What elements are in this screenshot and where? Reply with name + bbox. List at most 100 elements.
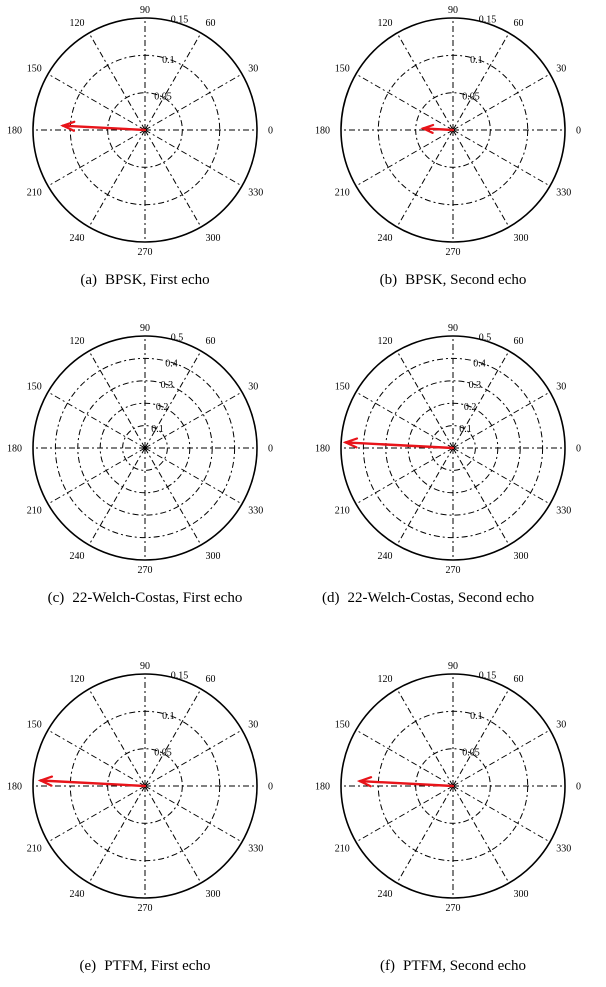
caption-c: (c) 22-Welch-Costas, First echo — [0, 588, 290, 609]
ring-label-0.3: 0.3 — [161, 380, 174, 391]
ring-0.4 — [362, 357, 544, 539]
caption-text: PTFM, First echo — [104, 958, 211, 974]
ring-label-0.15: 0.15 — [171, 15, 189, 26]
ring-label-0.15: 0.15 — [479, 671, 497, 682]
caption-text: BPSK, Second echo — [405, 272, 527, 288]
spoke-120 — [396, 688, 454, 787]
spoke-330 — [144, 447, 243, 505]
ring-0.2 — [99, 402, 191, 494]
ring-label-0.2: 0.2 — [464, 402, 477, 413]
vector-shaft — [421, 127, 455, 132]
angle-label-300: 300 — [514, 889, 529, 900]
spoke-30 — [144, 729, 243, 787]
ring-0.05 — [415, 748, 491, 824]
spoke-150 — [47, 729, 146, 787]
spoke-120 — [88, 32, 146, 131]
spoke-330 — [452, 129, 551, 187]
ring-label-0.1: 0.1 — [162, 711, 175, 722]
angle-label-330: 330 — [248, 188, 263, 199]
angle-label-210: 210 — [27, 506, 42, 517]
ring-label-0.1: 0.1 — [470, 55, 483, 66]
ring-label-0.15: 0.15 — [171, 671, 189, 682]
ring-0.05 — [415, 92, 491, 168]
spoke-300 — [144, 447, 202, 546]
ring-0.1 — [377, 54, 529, 206]
angle-label-120: 120 — [70, 674, 85, 685]
angle-label-180: 180 — [315, 126, 330, 137]
angle-label-150: 150 — [27, 382, 42, 393]
spoke-120 — [88, 688, 146, 787]
angle-label-30: 30 — [248, 720, 258, 731]
angle-label-30: 30 — [248, 64, 258, 75]
angle-label-0: 0 — [576, 444, 581, 455]
vector-shaft — [344, 441, 455, 450]
angle-label-60: 60 — [206, 674, 216, 685]
vector-shaft — [39, 779, 147, 788]
spoke-210 — [355, 785, 454, 843]
spoke-300 — [452, 129, 510, 228]
angle-label-180: 180 — [7, 444, 22, 455]
panel-f: 0.05 0.1 0.15 0 30 60 90 120 150 180 210 240 270 300 3… — [308, 656, 598, 986]
polar-grid — [341, 674, 565, 898]
outer-ring — [340, 335, 566, 561]
angle-label-90: 90 — [140, 661, 150, 672]
spoke-300 — [452, 447, 510, 546]
ring-label-0.05: 0.05 — [154, 91, 172, 102]
spoke-330 — [144, 129, 243, 187]
angle-label-90: 90 — [448, 5, 458, 16]
angle-label-210: 210 — [335, 506, 350, 517]
angle-label-180: 180 — [7, 782, 22, 793]
angle-label-210: 210 — [335, 844, 350, 855]
ring-label-0.1: 0.1 — [470, 711, 483, 722]
angle-label-300: 300 — [206, 233, 221, 244]
ring-label-0.2: 0.2 — [156, 402, 169, 413]
spoke-30 — [144, 73, 243, 131]
vector-arrow — [356, 776, 455, 788]
ring-label-0.05: 0.05 — [154, 747, 172, 758]
caption-tag: (f) — [380, 958, 396, 974]
ring-label-0.15: 0.15 — [479, 15, 497, 26]
caption-tag: (e) — [79, 958, 97, 974]
spoke-240 — [396, 785, 454, 884]
angle-label-150: 150 — [27, 720, 42, 731]
spoke-60 — [144, 32, 202, 131]
caption-text: 22-Welch-Costas, First echo — [72, 590, 243, 606]
ring-0.1 — [430, 425, 476, 471]
vector-head — [60, 120, 76, 132]
spoke-300 — [144, 785, 202, 884]
spoke-150 — [47, 73, 146, 131]
spoke-210 — [355, 447, 454, 505]
ring-label-0.1: 0.1 — [151, 424, 164, 435]
angle-label-180: 180 — [315, 444, 330, 455]
caption-a: (a) BPSK, First echo — [0, 270, 290, 291]
angle-label-270: 270 — [446, 247, 461, 258]
polar-plot-a: 0.05 0.1 0.15 0 30 60 90 120 150 180 210 240 270 300 3… — [7, 5, 273, 258]
angle-label-300: 300 — [514, 551, 529, 562]
angle-label-60: 60 — [206, 18, 216, 29]
caption-e: (e) PTFM, First echo — [0, 956, 290, 977]
polar-grid — [33, 18, 257, 242]
panel-c: 0.1 0.2 0.3 0.4 0.5 0 30 60 90 120 150 180 210 240 270… — [0, 318, 290, 648]
spoke-120 — [88, 350, 146, 449]
ring-0.3 — [385, 380, 521, 516]
angle-label-330: 330 — [556, 188, 571, 199]
spoke-210 — [47, 785, 146, 843]
angle-label-30: 30 — [556, 64, 566, 75]
angle-label-30: 30 — [248, 382, 258, 393]
polar-plot-b: 0.05 0.1 0.15 0 30 60 90 120 150 180 210 240 270 300 3… — [315, 5, 581, 258]
ring-label-0.5: 0.5 — [171, 333, 184, 344]
ring-label-0.4: 0.4 — [473, 358, 486, 369]
vector-arrow — [60, 120, 147, 132]
angle-label-270: 270 — [138, 247, 153, 258]
angle-label-210: 210 — [27, 188, 42, 199]
ring-0.05 — [107, 92, 183, 168]
angle-label-90: 90 — [448, 323, 458, 334]
angle-label-60: 60 — [514, 336, 524, 347]
angle-label-120: 120 — [70, 18, 85, 29]
polar-plot-c: 0.1 0.2 0.3 0.4 0.5 0 30 60 90 120 150 180 210 240 270… — [7, 323, 273, 576]
caption-tag: (b) — [379, 272, 398, 288]
vector-shaft — [61, 124, 147, 132]
ring-label-0.4: 0.4 — [165, 358, 178, 369]
spoke-150 — [355, 391, 454, 449]
panel-b: 0.05 0.1 0.15 0 30 60 90 120 150 180 210 240 270 300 3… — [308, 0, 598, 310]
